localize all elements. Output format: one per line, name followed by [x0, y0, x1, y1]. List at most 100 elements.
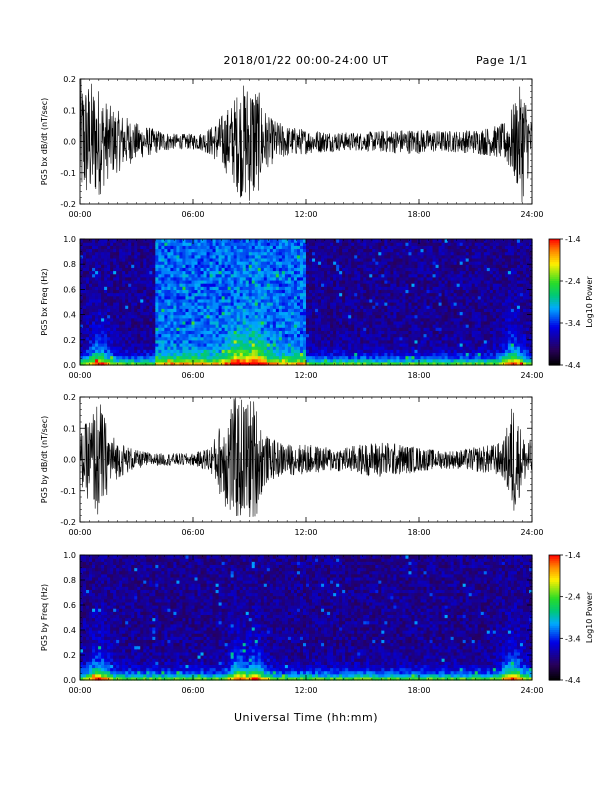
x-tick-label: 18:00	[407, 210, 430, 219]
spectrogram-cell	[131, 308, 135, 313]
spectrogram-cell	[212, 352, 217, 357]
spectrogram-cell	[155, 305, 159, 309]
spectrogram-cell	[315, 286, 319, 290]
spectrogram-cell	[296, 342, 301, 347]
spectrogram-cell	[146, 295, 150, 300]
spectrogram-cell	[278, 239, 283, 243]
spectrogram-cell	[360, 286, 364, 290]
spectrogram-cell	[197, 324, 202, 328]
spectrogram-cell	[98, 346, 102, 350]
spectrogram-cell	[306, 292, 310, 297]
spectrogram-cell	[221, 276, 226, 281]
spectrogram-cell	[122, 239, 126, 243]
spectrogram-cell	[263, 330, 268, 335]
spectrogram-cell	[224, 317, 229, 322]
spectrogram-cell	[107, 349, 111, 353]
spectrogram-cell	[80, 273, 84, 278]
spectrogram-cell	[381, 346, 385, 350]
spectrogram-cell	[324, 283, 328, 287]
spectrogram-cell	[101, 273, 105, 278]
spectrogram-cell	[230, 298, 235, 303]
spectrogram-cell	[116, 308, 120, 313]
spectrogram-cell	[95, 339, 99, 344]
spectrogram-cell	[158, 257, 162, 262]
spectrogram-cell	[110, 324, 114, 328]
spectrogram-cell	[345, 358, 349, 363]
spectrogram-cell	[80, 330, 84, 335]
spectrogram-cell	[342, 248, 346, 253]
spectrogram-cell	[293, 242, 298, 246]
spectrogram-cell	[128, 292, 132, 297]
spectrogram-cell	[375, 276, 379, 281]
spectrogram-cell	[116, 320, 120, 325]
spectrogram-cell	[110, 261, 114, 265]
spectrogram-cell	[143, 248, 147, 253]
spectrogram-cell	[197, 267, 202, 272]
spectrogram-cell	[315, 314, 319, 319]
spectrogram-cell	[384, 358, 388, 363]
spectrogram-cell	[173, 279, 178, 284]
spectrogram-cell	[128, 286, 132, 290]
spectrogram-cell	[131, 245, 135, 250]
spectrogram-cell	[143, 245, 147, 250]
spectrogram-cell	[266, 324, 271, 328]
spectrogram-cell	[227, 298, 232, 303]
spectrogram-cell	[86, 349, 90, 353]
spectrogram-cell	[299, 257, 304, 262]
spectrogram-cell	[318, 346, 322, 350]
spectrogram-cell	[155, 276, 159, 281]
spectrogram-cell	[119, 273, 123, 278]
spectrogram-cell	[218, 302, 223, 306]
spectrogram-cell	[363, 251, 367, 256]
spectrogram-cell	[128, 283, 132, 287]
spectrogram-cell	[239, 264, 244, 268]
spectrogram-cell	[203, 361, 208, 366]
spectrogram-cell	[275, 346, 280, 350]
spectrogram-cell	[290, 361, 295, 366]
spectrogram-cell	[275, 355, 280, 360]
spectrogram-cell	[116, 248, 120, 253]
spectrogram-cell	[155, 349, 159, 353]
spectrogram-cell	[179, 283, 184, 287]
spectrogram-cell	[218, 248, 223, 253]
spectrogram-cell	[155, 314, 159, 319]
spectrogram-cell	[149, 361, 153, 366]
spectrogram-cell	[302, 339, 307, 344]
spectrogram-cell	[339, 242, 343, 246]
spectrogram-cell	[260, 327, 265, 331]
spectrogram-cell	[182, 333, 187, 338]
spectrogram-cell	[354, 273, 358, 278]
spectrogram-cell	[188, 239, 193, 243]
spectrogram-cell	[375, 264, 379, 268]
spectrogram-cell	[206, 324, 211, 328]
spectrogram-cell	[284, 305, 289, 309]
spectrogram-cell	[315, 333, 319, 338]
spectrogram-cell	[212, 361, 217, 366]
spectrogram-cell	[369, 298, 373, 303]
spectrogram-cell	[200, 264, 205, 268]
spectrogram-cell	[98, 339, 102, 344]
spectrogram-cell	[101, 276, 105, 281]
spectrogram-cell	[179, 308, 184, 313]
spectrogram-cell	[357, 311, 361, 316]
spectrogram-cell	[257, 257, 262, 262]
spectrogram-cell	[342, 327, 346, 331]
spectrogram-cell	[176, 270, 181, 275]
spectrogram-cell	[333, 361, 337, 366]
spectrogram-cell	[113, 298, 117, 303]
spectrogram-cell	[293, 283, 298, 287]
spectrogram-cell	[116, 314, 120, 319]
spectrogram-cell	[80, 279, 84, 284]
spectrogram-cell	[146, 264, 150, 268]
spectrogram-cell	[263, 339, 268, 344]
spectrogram-cell	[137, 279, 141, 284]
spectrogram-cell	[290, 314, 295, 319]
spectrogram-cell	[95, 333, 99, 338]
spectrogram-cell	[221, 320, 226, 325]
spectrogram-cell	[333, 324, 337, 328]
spectrogram-cell	[275, 295, 280, 300]
spectrogram-cell	[86, 264, 90, 268]
spectrogram-cell	[306, 342, 310, 347]
spectrogram-cell	[296, 305, 301, 309]
spectrogram-cell	[98, 311, 102, 316]
